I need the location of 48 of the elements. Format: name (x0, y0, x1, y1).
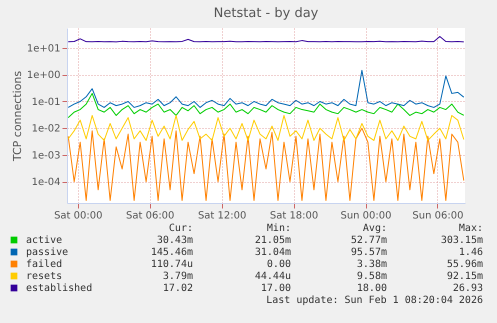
text: 30.43m (156, 235, 193, 246)
x-tick-label: Sun 00:00 (340, 210, 392, 222)
line-series (68, 70, 464, 108)
text: 0.00 (266, 259, 291, 270)
text: 95.57m (350, 247, 387, 258)
text: Cur: (168, 223, 193, 234)
text: Min: (266, 223, 291, 234)
line-series (68, 114, 464, 141)
text: 9.58m (356, 271, 387, 282)
text: 145.46m (150, 247, 193, 258)
text: 26.93 (452, 283, 483, 294)
y-tick-label: 1e-02 (32, 124, 60, 135)
text: 55.96m (446, 259, 483, 270)
legend-label: failed (26, 259, 62, 270)
y-axis-title: TCP connections (10, 70, 24, 162)
text: 110.74u (150, 259, 193, 270)
text: 52.77m (350, 235, 387, 246)
line-series (68, 128, 464, 201)
y-tick-label: 1e-03 (32, 150, 60, 162)
text: 1.46 (458, 247, 483, 258)
text: Last update: Sun Feb 1 08:20:04 2026 (266, 295, 483, 306)
legend-label: resets (26, 271, 62, 282)
text: 3.79m (162, 271, 193, 282)
text: 92.15m (446, 271, 483, 282)
x-tick-label: Sat 06:00 (126, 210, 174, 222)
x-tick-label: Sat 12:00 (198, 210, 246, 222)
y-tick-label: 1e-04 (32, 177, 60, 188)
text: 3.38m (356, 259, 387, 270)
y-tick-label: 1e+01 (26, 44, 60, 55)
chart-title: Netstat - by day (214, 6, 319, 21)
y-tick-label: 1e-01 (32, 96, 60, 108)
text: 17.02 (162, 283, 193, 294)
text: 31.04m (254, 247, 291, 258)
text: 21.05m (254, 235, 291, 246)
x-tick-label: Sun 06:00 (412, 210, 464, 222)
text: Avg: (362, 223, 387, 234)
legend-label: established (26, 283, 92, 294)
y-tick-label: 1e+00 (26, 70, 60, 82)
legend-label: active (26, 235, 62, 246)
x-tick-label: Sat 18:00 (270, 210, 318, 222)
line-series (68, 92, 464, 118)
legend-label: passive (26, 247, 68, 258)
text: 17.00 (260, 283, 291, 294)
text: Max: (458, 223, 483, 234)
text: 44.44u (254, 271, 291, 282)
text: 18.00 (356, 283, 387, 294)
x-tick-label: Sat 00:00 (54, 210, 102, 222)
text: 303.15m (440, 235, 483, 246)
